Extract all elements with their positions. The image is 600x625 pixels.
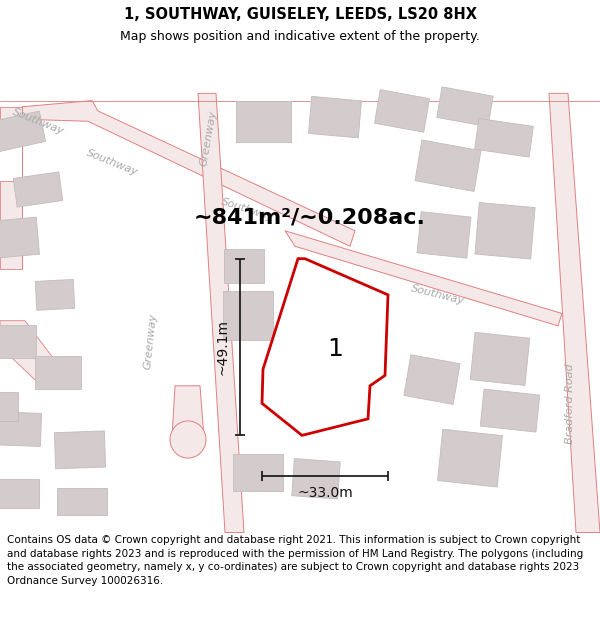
Polygon shape [0, 479, 39, 508]
Circle shape [170, 421, 206, 458]
Text: Southway: Southway [85, 148, 139, 178]
Polygon shape [224, 249, 264, 283]
Polygon shape [172, 386, 204, 438]
Polygon shape [292, 459, 340, 499]
Polygon shape [404, 355, 460, 404]
Polygon shape [437, 429, 502, 487]
Polygon shape [35, 279, 75, 311]
Polygon shape [0, 111, 46, 152]
Text: ~841m²/~0.208ac.: ~841m²/~0.208ac. [194, 208, 426, 227]
Text: Southway: Southway [410, 283, 466, 306]
Text: Map shows position and indicative extent of the property.: Map shows position and indicative extent… [120, 30, 480, 43]
Polygon shape [415, 140, 481, 191]
Text: Greenway: Greenway [142, 312, 158, 370]
Polygon shape [308, 96, 361, 138]
Polygon shape [0, 181, 22, 269]
Polygon shape [55, 431, 106, 469]
Polygon shape [13, 172, 63, 207]
Polygon shape [0, 107, 22, 119]
Polygon shape [285, 231, 562, 326]
Polygon shape [475, 119, 533, 157]
Text: Bradford Road: Bradford Road [565, 363, 575, 444]
Polygon shape [0, 325, 36, 358]
Polygon shape [223, 291, 273, 341]
Polygon shape [437, 87, 493, 127]
Text: 1: 1 [327, 337, 343, 361]
Polygon shape [57, 488, 107, 515]
Polygon shape [0, 392, 17, 421]
Polygon shape [198, 93, 244, 532]
Polygon shape [470, 332, 530, 386]
Polygon shape [35, 356, 81, 389]
Polygon shape [0, 217, 40, 259]
Text: Southway: Southway [11, 106, 65, 136]
Polygon shape [22, 101, 355, 246]
Polygon shape [262, 259, 388, 436]
Text: Contains OS data © Crown copyright and database right 2021. This information is : Contains OS data © Crown copyright and d… [7, 535, 583, 586]
Polygon shape [549, 93, 600, 532]
Polygon shape [480, 389, 540, 432]
Polygon shape [475, 202, 535, 259]
Text: ~33.0m: ~33.0m [297, 486, 353, 500]
Polygon shape [417, 212, 471, 258]
Polygon shape [374, 89, 430, 132]
Polygon shape [0, 321, 60, 382]
Polygon shape [235, 101, 290, 142]
Text: Southway: Southway [220, 197, 275, 223]
Polygon shape [233, 454, 283, 491]
Text: ~49.1m: ~49.1m [215, 319, 229, 374]
Text: 1, SOUTHWAY, GUISELEY, LEEDS, LS20 8HX: 1, SOUTHWAY, GUISELEY, LEEDS, LS20 8HX [124, 6, 476, 21]
Text: Greenway: Greenway [198, 109, 218, 166]
Polygon shape [0, 412, 41, 446]
